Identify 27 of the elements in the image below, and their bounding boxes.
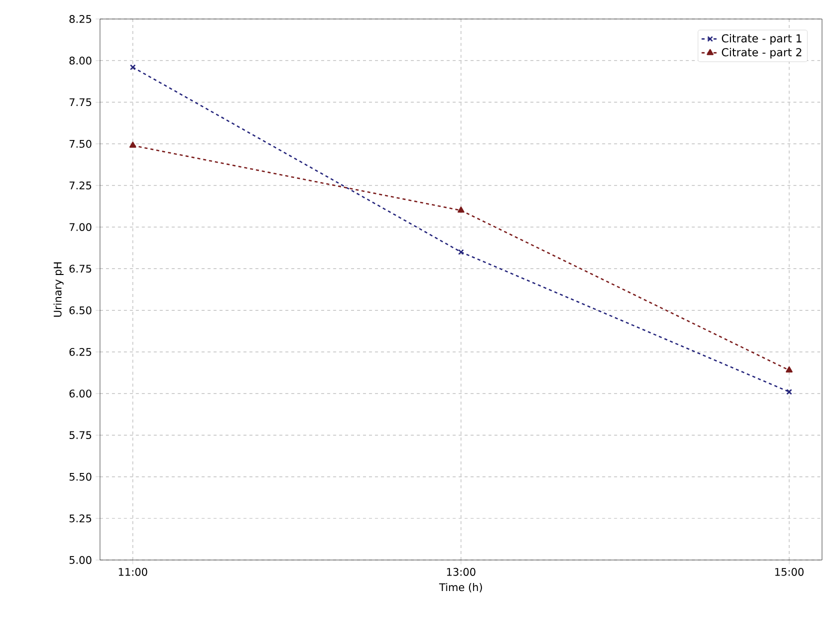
y-tick-label: 8.25 <box>69 15 92 23</box>
y-tick-label: 7.00 <box>70 223 92 232</box>
x-tick-label: 11:00 <box>118 568 148 576</box>
x-tick-label: 15:00 <box>775 568 804 576</box>
y-tick-label: 7.50 <box>70 140 92 148</box>
y-tick-label: 7.75 <box>70 98 92 106</box>
y-tick-label: 5.00 <box>70 556 92 564</box>
y-tick-label: 5.50 <box>70 472 92 481</box>
y-tick-label: 6.25 <box>70 348 92 356</box>
y-axis-title: Urinary pH <box>53 262 64 317</box>
y-tick-label: 6.00 <box>70 390 92 398</box>
y-tick-label: 8.00 <box>69 56 92 65</box>
point <box>458 249 464 255</box>
point <box>786 388 792 395</box>
x-axis-title: Time (h) <box>439 583 482 592</box>
legend-label: Citrate - part 1 <box>722 34 802 45</box>
y-tick-label: 7.25 <box>70 182 92 190</box>
y-tick-label: 6.50 <box>70 306 92 314</box>
x-tick-label: 13:00 <box>447 568 476 576</box>
point <box>786 366 793 372</box>
point <box>130 64 136 70</box>
y-tick-label: 5.75 <box>70 431 92 440</box>
point <box>458 206 464 213</box>
y-tick-label: 5.25 <box>70 514 92 522</box>
point <box>129 142 136 148</box>
y-tick-label: 6.75 <box>70 264 92 273</box>
legend-label: Citrate - part 2 <box>722 48 802 58</box>
